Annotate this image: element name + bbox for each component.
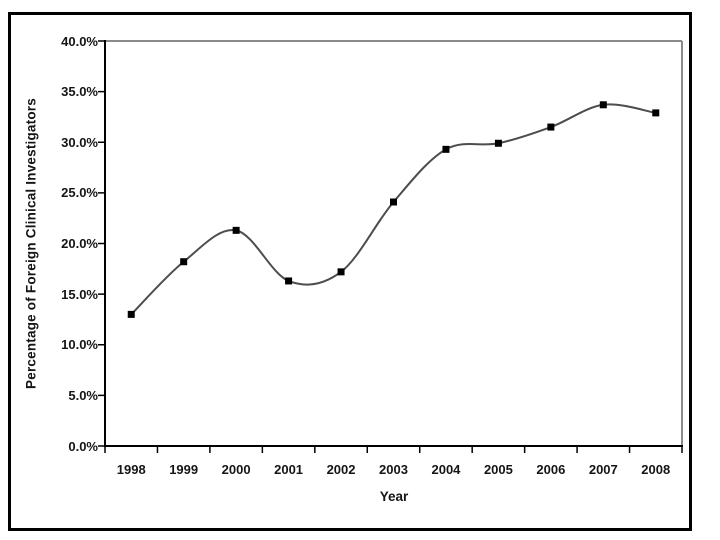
data-series-line: [130, 103, 657, 316]
x-tick-label: 2003: [379, 462, 408, 477]
y-tick-label: 35.0%: [61, 84, 98, 100]
data-point-marker: [127, 310, 135, 318]
x-tick-label: 2001: [274, 462, 304, 477]
y-tick-label: 5.0%: [68, 387, 98, 403]
y-tick-label: 10.0%: [61, 337, 98, 353]
y-tick-label: 30.0%: [61, 134, 98, 150]
data-point-marker: [494, 139, 502, 147]
x-tick-label: 2002: [326, 462, 356, 477]
x-tick-label: 2006: [536, 462, 566, 477]
x-tick-label: 1998: [116, 462, 146, 477]
data-point-marker: [390, 198, 397, 206]
y-tick-label: 20.0%: [61, 236, 98, 251]
y-tick-label: 15.0%: [61, 286, 98, 302]
x-tick-label: 2008: [641, 462, 671, 477]
y-tick-label: 25.0%: [61, 185, 98, 201]
x-tick-label: 1999: [169, 462, 199, 477]
x-tick-label: 2005: [483, 462, 513, 477]
data-point-marker: [652, 109, 660, 117]
data-point-marker: [180, 258, 188, 266]
data-point-marker: [232, 226, 240, 234]
data-point-marker: [442, 145, 450, 153]
data-point-marker: [599, 101, 607, 109]
y-tick-label: 40.0%: [61, 33, 98, 49]
chart-outer-border: [8, 12, 692, 531]
x-tick-label: 2007: [588, 462, 618, 477]
x-tick-label: 2000: [221, 462, 251, 477]
y-tick-label: 0.0%: [68, 438, 98, 454]
data-point-marker: [337, 268, 345, 276]
data-point-marker: [547, 123, 555, 131]
x-axis-title: Year: [379, 489, 409, 504]
data-point-marker: [285, 277, 293, 285]
x-tick-label: 2004: [431, 462, 461, 477]
